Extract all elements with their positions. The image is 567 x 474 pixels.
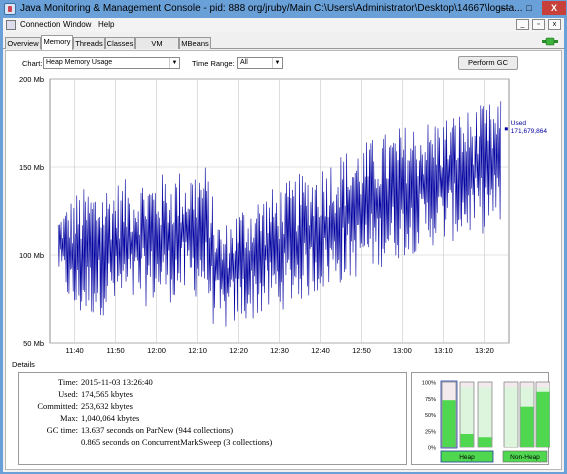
tab-threads[interactable]: Threads <box>73 37 105 49</box>
x-tick-label: 12:00 <box>147 346 166 355</box>
x-tick-label: 11:40 <box>65 346 83 355</box>
chevron-down-icon: ▼ <box>169 58 179 68</box>
tab-vm-summary[interactable]: VM Summary <box>135 37 179 59</box>
detail-value: 174,565 kbytes <box>81 389 133 399</box>
menu-bar: Connection Window Help _ ▫ x <box>3 18 564 32</box>
used-series-line <box>57 101 502 327</box>
current-value-marker <box>504 127 508 131</box>
chart-select-value: Heap Memory Usage <box>46 59 113 66</box>
detail-value: 2015-11-03 13:26:40 <box>81 377 153 387</box>
pool-y-label: 0% <box>428 446 436 452</box>
pool-y-label: 100% <box>422 381 436 387</box>
client-area: Connection Window Help _ ▫ x Overview Me… <box>3 18 564 472</box>
menu-window[interactable]: Window <box>63 20 92 29</box>
chevron-down-icon: ▼ <box>272 58 282 68</box>
inner-minimize-button[interactable]: _ <box>516 19 529 30</box>
connection-plug-icon <box>542 37 558 46</box>
pool-bar-committed <box>504 387 518 447</box>
tab-overview[interactable]: Overview <box>5 37 41 49</box>
detail-label: Time: <box>57 377 78 387</box>
pool-bar-selection <box>440 380 458 449</box>
time-range-label: Time Range: <box>192 59 235 68</box>
memory-pools-chart: 100% 75% 50% 25% 0% Heap Non-Heap <box>422 380 551 463</box>
pool-y-label: 50% <box>425 413 436 419</box>
chart-label: Chart: <box>22 59 43 68</box>
series-name-label: Used <box>511 120 527 127</box>
close-button[interactable]: X <box>542 1 566 15</box>
memory-pools-box: 100% 75% 50% 25% 0% Heap Non-Heap <box>411 372 551 465</box>
time-range-select[interactable]: All ▼ <box>237 57 283 69</box>
x-tick-label: 11:50 <box>106 346 124 355</box>
chart-select[interactable]: Heap Memory Usage ▼ <box>43 57 180 69</box>
tab-bar: Overview Memory Threads Classes VM Summa… <box>3 35 564 59</box>
java-app-icon <box>4 3 16 15</box>
y-tick-label: 200 Mb <box>19 75 44 84</box>
detail-label: Used: <box>58 389 78 399</box>
heap-button[interactable] <box>440 450 494 463</box>
details-title: Details <box>12 360 35 369</box>
document-icon[interactable] <box>6 20 16 30</box>
y-tick-label: 150 Mb <box>19 163 44 172</box>
perform-gc-button[interactable]: Perform GC <box>458 56 518 70</box>
pool-bar-used <box>442 400 456 447</box>
tab-memory[interactable]: Memory <box>41 35 73 50</box>
pool-bar-used <box>478 437 492 447</box>
maximize-button[interactable]: □ <box>526 3 532 13</box>
detail-value: 0.865 seconds on ConcurrentMarkSweep (3 … <box>81 437 273 447</box>
tab-classes[interactable]: Classes <box>105 37 135 49</box>
y-tick-label: 50 Mb <box>23 339 44 348</box>
inner-close-button[interactable]: x <box>548 19 561 30</box>
detail-value: 1,040,064 kbytes <box>81 413 140 423</box>
x-tick-label: 13:00 <box>393 346 412 355</box>
detail-label: Committed: <box>37 401 78 411</box>
inner-restore-button[interactable]: ▫ <box>532 19 545 30</box>
menu-help[interactable]: Help <box>98 20 115 29</box>
x-tick-label: 13:20 <box>475 346 494 355</box>
pool-bar-used <box>460 434 474 447</box>
y-tick-label: 100 Mb <box>19 251 44 260</box>
detail-label: GC time: <box>46 425 78 435</box>
pool-bar-used <box>536 391 550 447</box>
non-heap-button[interactable] <box>502 450 548 463</box>
heap-button-label: Heap <box>459 454 475 461</box>
title-bar[interactable]: Java Monitoring & Management Console - p… <box>0 0 567 18</box>
pool-y-label: 25% <box>425 429 436 435</box>
x-tick-label: 13:10 <box>434 346 453 355</box>
non-heap-button-label: Non-Heap <box>510 454 540 461</box>
minimize-button[interactable]: — <box>500 3 510 13</box>
pool-y-label: 75% <box>425 397 436 403</box>
time-range-value: All <box>240 59 248 66</box>
window-title: Java Monitoring & Management Console - p… <box>20 3 523 14</box>
tab-mbeans[interactable]: MBeans <box>179 37 211 49</box>
pool-bar-committed <box>478 387 492 447</box>
details-box: Time: 2015-11-03 13:26:40 Used: 174,565 … <box>18 372 407 465</box>
detail-value: 253,632 kbytes <box>81 401 133 411</box>
x-tick-label: 12:30 <box>270 346 289 355</box>
x-tick-label: 12:20 <box>229 346 248 355</box>
x-tick-label: 12:40 <box>311 346 330 355</box>
memory-panel: Chart: Heap Memory Usage ▼ Time Range: A… <box>5 50 562 470</box>
menu-connection[interactable]: Connection <box>20 20 61 29</box>
pool-bar-committed <box>460 387 474 447</box>
detail-value: 13.637 seconds on ParNew (944 collection… <box>81 425 234 435</box>
pool-bar-used <box>520 406 534 447</box>
x-tick-label: 12:10 <box>188 346 207 355</box>
detail-label: Max: <box>60 413 78 423</box>
x-tick-label: 12:50 <box>352 346 371 355</box>
series-value-label: 171,679,864 <box>511 128 548 135</box>
